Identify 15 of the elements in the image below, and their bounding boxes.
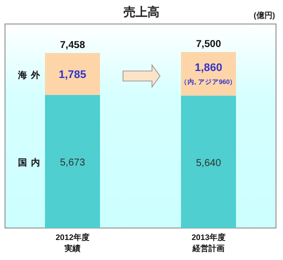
total-label: 7,458 xyxy=(60,40,86,51)
bar xyxy=(181,96,236,228)
bar xyxy=(45,94,100,228)
series-label: 海外 xyxy=(17,70,44,80)
data-label: 1,860 xyxy=(194,62,222,74)
data-label: 5,640 xyxy=(196,158,222,169)
x-tick-label: 2012年度実績 xyxy=(56,232,90,253)
total-label: 7,500 xyxy=(196,39,222,50)
chart-title: 売上高 xyxy=(124,5,160,19)
series-label: 国内 xyxy=(18,157,44,168)
data-label: 1,785 xyxy=(58,68,86,81)
y-axis-title: (億円) xyxy=(254,11,276,20)
bar xyxy=(45,52,100,95)
data-label: 5,673 xyxy=(60,157,86,168)
x-tick-label: 2013年度経営計画 xyxy=(192,232,226,253)
